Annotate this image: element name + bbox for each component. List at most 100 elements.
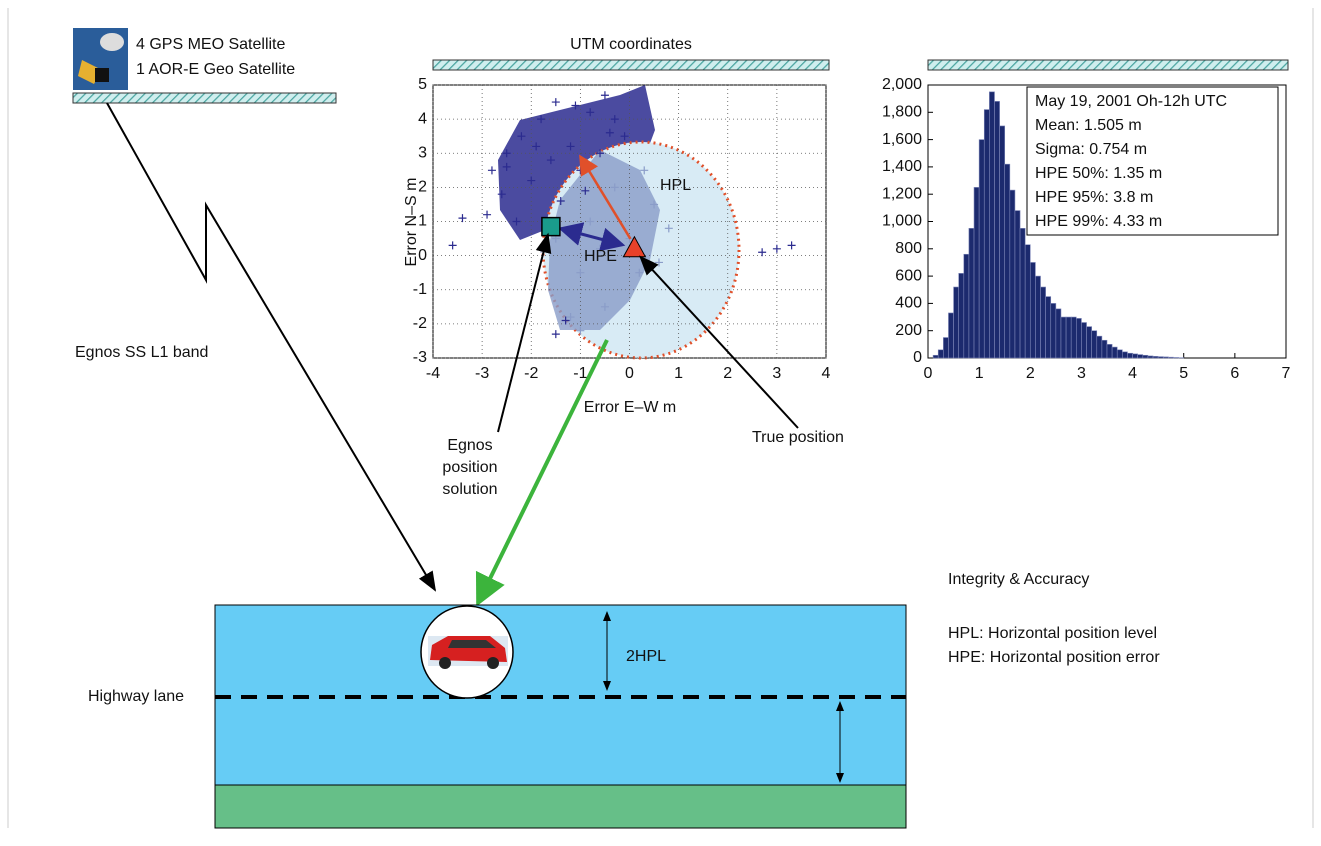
histogram-bar (974, 187, 979, 358)
callout-label: True position (752, 429, 844, 446)
histogram-bar (1005, 164, 1010, 358)
satellite-icon (73, 28, 128, 90)
hpe-label: HPE (584, 248, 617, 265)
histogram-bar (1030, 262, 1035, 358)
y-tick-label: -2 (413, 315, 427, 332)
y-tick-label: 400 (895, 295, 922, 312)
histogram-bar (1133, 354, 1138, 358)
x-tick-label: 0 (625, 365, 634, 382)
histogram-bar (948, 313, 953, 358)
histogram-bar (994, 101, 999, 358)
y-tick-label: -1 (413, 281, 427, 298)
x-tick-label: -4 (426, 365, 440, 382)
histogram-bar (1020, 228, 1025, 358)
x-tick-label: 4 (1128, 365, 1137, 382)
histogram-bar (1138, 355, 1143, 358)
histogram-bar (1015, 211, 1020, 358)
roadside (215, 785, 906, 828)
histogram-bar (1066, 317, 1071, 358)
histogram-bar (1153, 356, 1158, 358)
histogram-bar (1076, 318, 1081, 358)
lane-label: Highway lane (88, 688, 184, 705)
link-label: Egnos SS L1 band (75, 344, 208, 361)
y-tick-label: 0 (418, 247, 427, 264)
satellite-label: 1 AOR-E Geo Satellite (136, 61, 295, 78)
legend-title: Integrity & Accuracy (948, 571, 1089, 588)
histogram-bar (989, 92, 994, 358)
histogram-bar (964, 254, 969, 358)
histogram-bar (1122, 352, 1127, 358)
histogram-bar (1092, 331, 1097, 358)
histogram-bar (1148, 356, 1153, 358)
histogram-bar (959, 273, 964, 358)
x-tick-label: -2 (524, 365, 538, 382)
x-tick-label: 5 (1179, 365, 1188, 382)
histogram-bar (1127, 353, 1132, 358)
y-tick-label: -3 (413, 349, 427, 366)
y-tick-label: 5 (418, 76, 427, 93)
hatch-bar (928, 60, 1288, 70)
y-tick-label: 800 (895, 240, 922, 257)
histogram-bar (1107, 344, 1112, 358)
histogram-bar (969, 228, 974, 358)
histogram-bar (1102, 340, 1107, 358)
y-tick-label: 1 (418, 213, 427, 230)
histogram-bar (1173, 357, 1178, 358)
y-tick-label: 1,600 (882, 131, 922, 148)
histogram-bar (1010, 190, 1015, 358)
y-tick-label: 2 (418, 179, 427, 196)
y-tick-label: 1,000 (882, 213, 922, 230)
legend-item: HPE: Horizontal position error (948, 649, 1160, 666)
y-tick-label: 1,200 (882, 185, 922, 202)
histogram-bar (984, 110, 989, 358)
hpl-label: HPL (660, 177, 691, 194)
hpl-label: 2HPL (626, 648, 666, 665)
y-tick-label: 0 (913, 349, 922, 366)
histogram-bar (1071, 317, 1076, 358)
histogram-bar (979, 140, 984, 358)
diagram: 4 GPS MEO Satellite 1 AOR-E Geo Satellit… (0, 0, 1321, 841)
y-tick-label: 2,000 (882, 76, 922, 93)
y-tick-label: 4 (418, 110, 427, 127)
histogram-bar (954, 287, 959, 358)
histogram-bar (1081, 323, 1086, 358)
annotation-line: HPE 95%: 3.8 m (1035, 189, 1153, 206)
hatch-bar (73, 93, 336, 103)
histogram-bar (943, 338, 948, 358)
histogram-bar (1056, 309, 1061, 358)
histogram-bar (1163, 357, 1168, 358)
histogram-bar (1168, 357, 1173, 358)
histogram-bar (933, 355, 938, 358)
solution-marker (542, 218, 560, 236)
y-tick-label: 1,400 (882, 158, 922, 175)
annotation-line: Mean: 1.505 m (1035, 117, 1142, 134)
y-tick-label: 600 (895, 267, 922, 284)
x-tick-label: -3 (475, 365, 489, 382)
histogram-bar (1117, 350, 1122, 358)
car-icon (428, 636, 508, 669)
histogram-bar (1097, 336, 1102, 358)
y-tick-label: 1,800 (882, 104, 922, 121)
x-tick-label: 4 (822, 365, 831, 382)
x-axis-label: Error E–W m (584, 399, 676, 416)
histogram-bar (1035, 276, 1040, 358)
histogram-bar (1046, 297, 1051, 358)
x-tick-label: 3 (772, 365, 781, 382)
histogram-bar (1158, 357, 1163, 358)
x-tick-label: 2 (723, 365, 732, 382)
x-tick-label: 7 (1282, 365, 1291, 382)
histogram-bar (1061, 317, 1066, 358)
plot-title: UTM coordinates (570, 36, 692, 53)
histogram-bar (1041, 287, 1046, 358)
histogram-bar (1087, 327, 1092, 358)
legend-item: HPL: Horizontal position level (948, 625, 1157, 642)
x-tick-label: 6 (1230, 365, 1239, 382)
x-tick-label: 0 (924, 365, 933, 382)
annotation-line: Sigma: 0.754 m (1035, 141, 1147, 158)
satellite-label: 4 GPS MEO Satellite (136, 36, 285, 53)
hatch-bar (433, 60, 829, 70)
histogram-bar (1051, 303, 1056, 358)
x-tick-label: 1 (975, 365, 984, 382)
histogram-bar (1143, 355, 1148, 358)
